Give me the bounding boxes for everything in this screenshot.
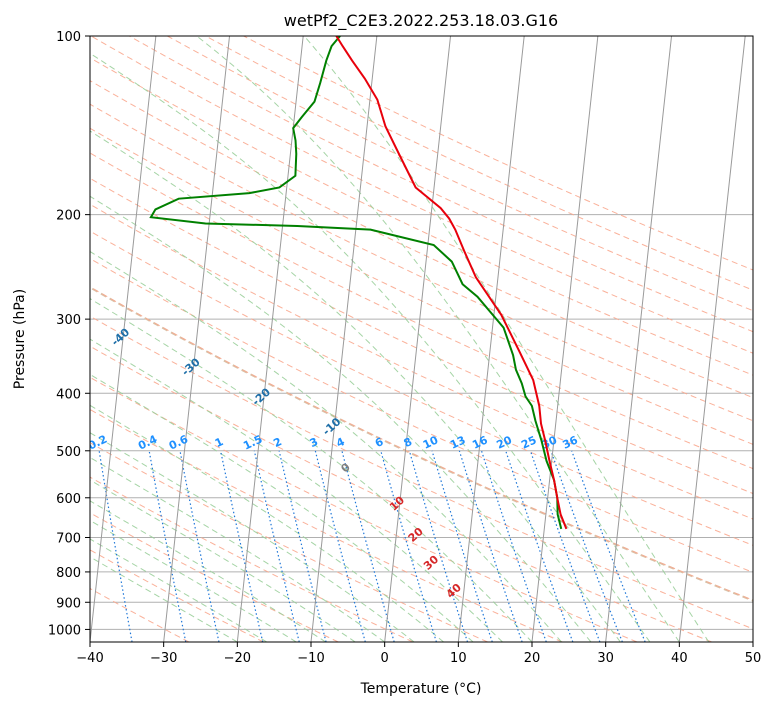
y-tick-label: 900 bbox=[56, 596, 81, 611]
dry-adiabat bbox=[90, 152, 753, 470]
dry-adiabat bbox=[90, 80, 753, 399]
isotherm-line bbox=[90, 36, 157, 642]
dry-adiabat bbox=[90, 57, 753, 376]
mixing-ratio-line bbox=[458, 450, 523, 642]
x-axis: −40 −30 −20 −10 0 10 20 30 40 50 bbox=[76, 642, 761, 666]
isotherm-line bbox=[384, 36, 452, 642]
mixing-ratio-line bbox=[278, 450, 327, 642]
x-tick-label: −30 bbox=[150, 651, 177, 666]
x-tick-label: 20 bbox=[524, 651, 541, 666]
mixing-ratio-line bbox=[431, 450, 493, 642]
mixing-ratio-line bbox=[408, 450, 469, 642]
moist-adiabat bbox=[303, 36, 710, 642]
mixing-ratio-label: 20 bbox=[495, 433, 515, 451]
mixing-ratio-label: 10 bbox=[421, 433, 441, 451]
y-tick-label: 500 bbox=[56, 445, 81, 460]
y-tick-label: 200 bbox=[56, 209, 81, 224]
dry-adiabat bbox=[90, 177, 753, 495]
isotherm-line bbox=[531, 36, 599, 642]
moist-adiabat bbox=[90, 130, 621, 642]
mixing-ratio-line bbox=[179, 450, 220, 642]
mixing-ratio-line bbox=[253, 450, 300, 642]
mixing-ratio-line bbox=[314, 450, 366, 642]
y-tick-label: 800 bbox=[56, 566, 81, 581]
moist-adiabat bbox=[90, 298, 533, 642]
moist-adiabat bbox=[90, 538, 268, 642]
y-tick-label: 700 bbox=[56, 532, 81, 547]
dry-adiabat bbox=[90, 103, 753, 422]
mixing-ratio-label: 13 bbox=[448, 433, 467, 451]
mixing-ratio-lines bbox=[98, 450, 646, 642]
x-tick-label: 30 bbox=[597, 651, 614, 666]
mixing-ratio-line bbox=[505, 450, 574, 642]
moist-adiabat bbox=[90, 250, 562, 642]
moist-adiabat bbox=[196, 36, 680, 642]
y-tick-label: 400 bbox=[56, 387, 81, 402]
mixing-ratio-line bbox=[480, 450, 547, 642]
chart-title: wetPf2_C2E3.2022.253.18.03.G16 bbox=[284, 11, 558, 31]
dry-adiabat bbox=[90, 36, 753, 354]
isotherm-line bbox=[236, 36, 304, 642]
isotherm-line bbox=[310, 36, 378, 642]
y-tick-label: 100 bbox=[56, 30, 81, 45]
plot-frame bbox=[89, 35, 754, 643]
x-tick-label: 40 bbox=[671, 651, 688, 666]
mixing-ratio-line bbox=[341, 450, 395, 642]
dry-adiabat bbox=[90, 376, 638, 642]
isotherm-label: -50 bbox=[40, 282, 64, 305]
dry-adiabat bbox=[90, 258, 753, 573]
moist-adiabat bbox=[90, 456, 385, 642]
isotherm-line bbox=[0, 36, 9, 642]
y-tick-label: 300 bbox=[56, 313, 81, 328]
moist-adiabats bbox=[90, 36, 710, 642]
mixing-ratio-label: 25 bbox=[519, 433, 538, 451]
dry-adiabat bbox=[90, 442, 488, 642]
x-tick-label: 50 bbox=[745, 651, 762, 666]
y-axis-label: Pressure (hPa) bbox=[12, 289, 28, 389]
mixing-ratio-line bbox=[98, 450, 133, 642]
moist-adiabat bbox=[90, 195, 592, 642]
isotherm-line bbox=[752, 637, 753, 642]
moist-adiabat bbox=[90, 338, 503, 642]
x-tick-label: −40 bbox=[76, 651, 103, 666]
mixing-ratio-label: 16 bbox=[470, 433, 490, 451]
y-axis: 1000 900 800 700 600 500 400 300 200 100 bbox=[48, 30, 90, 638]
x-tick-label: −10 bbox=[297, 651, 324, 666]
x-axis-label: Temperature (°C) bbox=[360, 681, 482, 697]
moist-adiabat bbox=[90, 52, 651, 642]
temperature-line bbox=[335, 36, 568, 530]
x-tick-label: 0 bbox=[381, 651, 389, 666]
mixing-ratio-label: 36 bbox=[561, 433, 581, 451]
moist-adiabat bbox=[90, 479, 356, 642]
x-tick-label: −20 bbox=[224, 651, 251, 666]
y-tick-label: 600 bbox=[56, 492, 81, 507]
dewpoint-line bbox=[149, 36, 563, 530]
dry-adiabat bbox=[90, 230, 753, 546]
plot-background bbox=[90, 36, 753, 642]
isotherms bbox=[0, 36, 753, 642]
isotherm-line bbox=[457, 36, 525, 642]
dry-adiabat bbox=[90, 127, 753, 445]
mixing-ratio-line bbox=[148, 450, 187, 642]
mixing-ratio-line bbox=[220, 450, 264, 642]
mixing-ratio-line bbox=[380, 450, 437, 642]
dry-adiabat bbox=[90, 315, 753, 630]
moist-adiabat bbox=[90, 500, 327, 642]
isotherm-line bbox=[163, 36, 231, 642]
isotherm-line bbox=[678, 36, 746, 642]
dry-adiabat bbox=[90, 286, 753, 601]
x-tick-label: 10 bbox=[450, 651, 467, 666]
dry-adiabat bbox=[90, 408, 563, 642]
isotherm-line bbox=[605, 36, 673, 642]
dry-adiabat bbox=[90, 512, 339, 642]
pressure-gridlines bbox=[90, 36, 753, 630]
y-tick-label: 1000 bbox=[48, 623, 81, 638]
